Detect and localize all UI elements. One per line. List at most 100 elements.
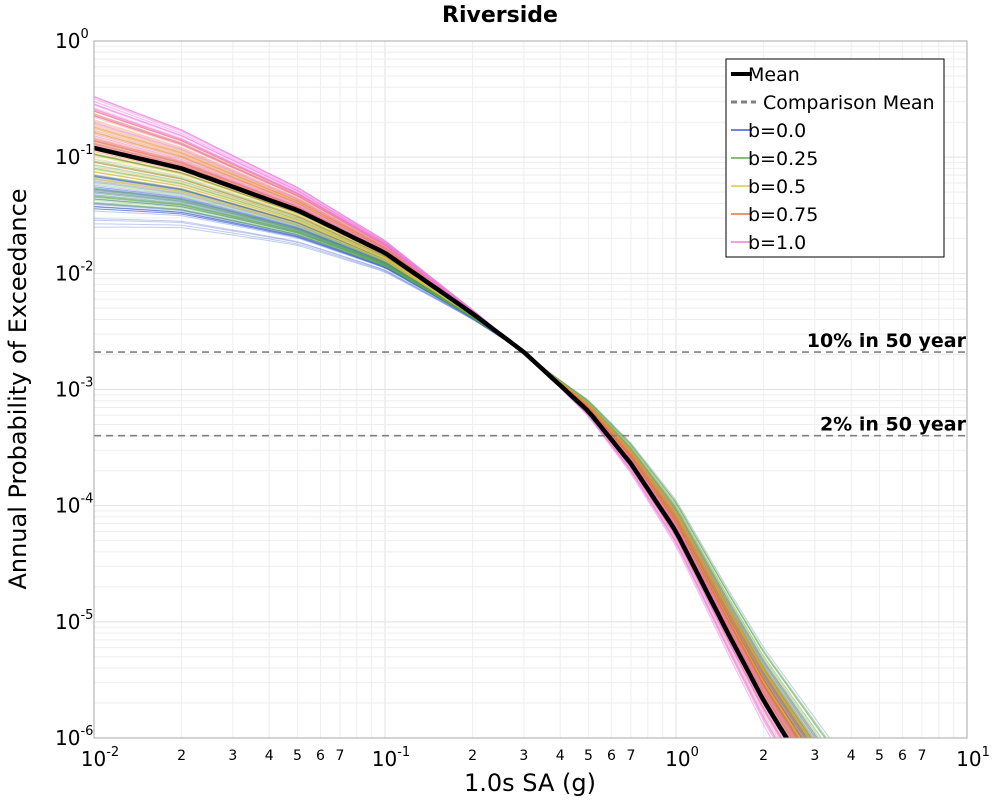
legend-label: b=0.25 <box>748 148 818 170</box>
x-minor-tick-label: 4 <box>847 748 856 764</box>
x-minor-tick-label: 5 <box>293 748 302 764</box>
x-minor-tick-label: 4 <box>265 748 274 764</box>
series-line <box>94 103 782 738</box>
series-line <box>94 110 798 738</box>
y-tick-label: 10-2 <box>55 259 93 285</box>
x-tick-label: 101 <box>956 745 990 771</box>
series-line <box>94 113 798 738</box>
series-line <box>94 115 781 738</box>
x-minor-tick-label: 7 <box>335 748 344 764</box>
series-line <box>94 190 808 738</box>
y-tick-label: 10-6 <box>55 724 93 750</box>
series-line <box>94 191 807 738</box>
series-line <box>94 110 783 738</box>
series-line <box>94 201 827 738</box>
series-line <box>94 106 776 738</box>
series-line <box>94 195 818 738</box>
series-line <box>94 108 777 738</box>
y-tick-label: 10-5 <box>55 608 93 634</box>
series-line <box>94 115 794 738</box>
series-line <box>94 206 808 738</box>
series-line <box>94 188 802 738</box>
series-line <box>94 101 776 738</box>
series-line <box>94 223 809 738</box>
series-line <box>94 119 782 738</box>
series-line <box>94 113 775 738</box>
reference-line-label: 10% in 50 year <box>807 330 967 352</box>
series-line <box>94 108 795 738</box>
x-minor-tick-label: 5 <box>875 748 884 764</box>
legend-label: Mean <box>748 64 800 86</box>
legend-box <box>725 58 945 258</box>
series-line <box>94 189 808 738</box>
series-line <box>94 208 812 738</box>
series-line <box>94 97 782 738</box>
x-minor-tick-label: 6 <box>316 748 325 764</box>
x-minor-tick-label: 6 <box>898 748 907 764</box>
y-axis-label: Annual Probability of Exceedance <box>4 188 32 589</box>
mean-curve-layer <box>94 145 790 738</box>
chart-title: Riverside <box>442 3 558 28</box>
series-line <box>94 191 813 738</box>
x-minor-tick-label: 6 <box>607 748 616 764</box>
series-line <box>94 208 808 738</box>
series-line <box>94 115 777 738</box>
y-tick-label: 10-3 <box>55 376 93 402</box>
x-minor-tick-label: 7 <box>626 748 635 764</box>
series-line <box>94 206 805 738</box>
series-line <box>94 115 792 738</box>
series-line <box>94 108 779 738</box>
series-line <box>94 188 809 738</box>
series-line <box>94 194 802 738</box>
legend-label: b=0.5 <box>748 176 806 198</box>
x-minor-tick-label: 2 <box>759 748 768 764</box>
series-line <box>94 95 777 738</box>
series-line <box>94 202 807 738</box>
series-line <box>94 196 812 738</box>
series-line <box>94 110 797 738</box>
series-line <box>94 196 823 738</box>
series-line <box>94 192 799 738</box>
x-minor-tick-label: 2 <box>468 748 477 764</box>
x-tick-label: 10-2 <box>81 745 119 771</box>
plot-frame <box>93 40 968 739</box>
series-band-b-0-0 <box>94 174 831 738</box>
series-line <box>94 196 826 738</box>
series-line <box>94 198 810 738</box>
series-line <box>94 195 808 738</box>
x-tick-label: 100 <box>665 745 699 771</box>
legend: Mean Comparison Mean b=0.0 b=0.25 b=0.5 b=0.7… <box>725 58 945 258</box>
x-minor-tick-label: 7 <box>917 748 926 764</box>
legend-label: b=0.75 <box>748 204 818 226</box>
series-line <box>94 219 815 738</box>
series-line <box>94 194 800 738</box>
series-line <box>94 210 803 738</box>
mean-curve <box>94 145 790 738</box>
legend-label: Comparison Mean <box>763 92 935 114</box>
x-minor-tick-label: 4 <box>556 748 565 764</box>
series-line <box>94 198 799 738</box>
y-tick-label: 10-1 <box>55 143 93 169</box>
series-line <box>94 205 817 738</box>
reference-lines: 10% in 50 year 2% in 50 year <box>94 330 967 437</box>
series-line <box>94 187 793 738</box>
series-line <box>94 202 803 738</box>
x-minor-tick-label: 3 <box>228 748 237 764</box>
series-line <box>94 218 808 738</box>
series-line <box>94 95 783 738</box>
series-line <box>94 198 798 738</box>
series-line <box>94 198 814 738</box>
series-line <box>94 98 772 738</box>
legend-label: b=1.0 <box>748 232 806 254</box>
series-line <box>94 187 798 738</box>
reference-line-label: 2% in 50 year <box>820 414 967 436</box>
series-line <box>94 104 775 738</box>
series-line <box>94 184 805 738</box>
series-line <box>94 200 822 738</box>
series-line <box>94 204 803 738</box>
y-tick-label: 100 <box>55 27 89 53</box>
series-line <box>94 202 828 738</box>
